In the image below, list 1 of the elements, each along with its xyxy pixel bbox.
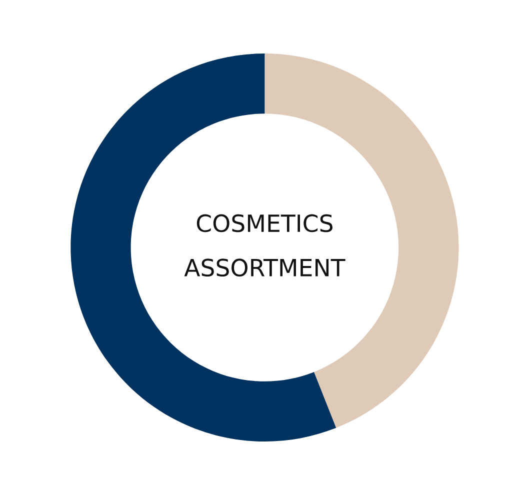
text: COSMETICS ASSORTMENT bbox=[184, 214, 346, 277]
